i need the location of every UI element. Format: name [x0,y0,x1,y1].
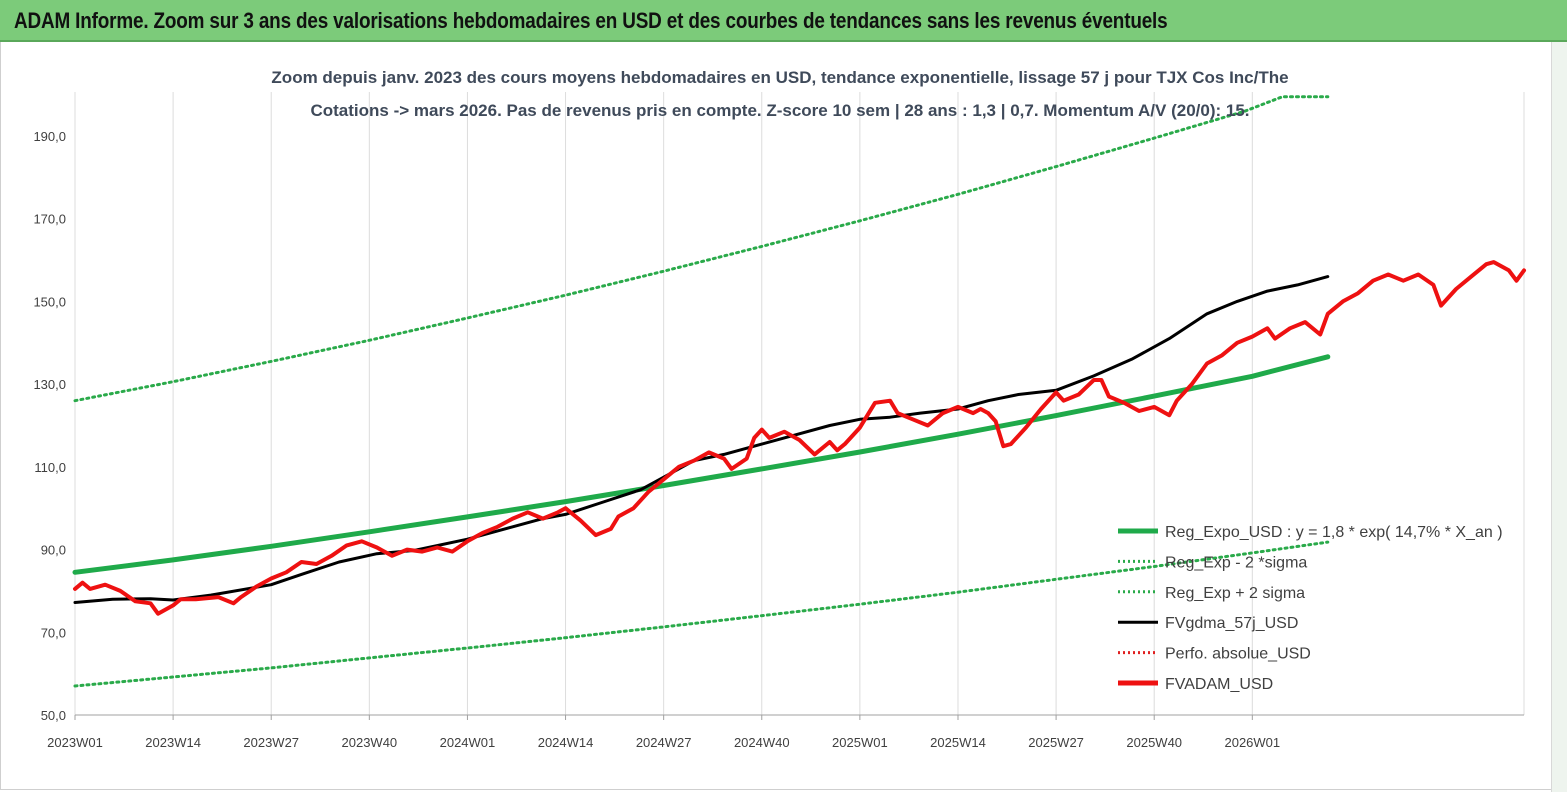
fvadam-line [73,260,1526,616]
y-tick-label: 170,0 [33,212,66,227]
scrollbar-track[interactable] [1551,42,1567,792]
legend-label: Reg_Expo_USD : y = 1,8 * exp( 14,7% * X_… [1165,524,1503,541]
chart-subtitle-line-1: Zoom depuis janv. 2023 des cours moyens … [271,68,1288,87]
y-tick-label: 130,0 [33,377,66,392]
chart-legend: Reg_Expo_USD : y = 1,8 * exp( 14,7% * X_… [1118,524,1503,693]
x-tick-label: 2025W40 [1126,735,1182,750]
x-tick-label: 2025W01 [832,735,888,750]
x-tick-label: 2024W01 [440,735,496,750]
legend-label: FVADAM_USD [1165,676,1273,693]
x-tick-label: 2023W27 [243,735,299,750]
x-axis-ticks: 2023W01 2023W14 2023W27 2023W40 2024W01 2024W… [47,715,1280,750]
x-tick-label: 2023W01 [47,735,103,750]
grid-lines [74,92,1525,715]
x-tick-label: 2025W14 [930,735,986,750]
x-tick-label: 2024W40 [734,735,790,750]
y-tick-label: 110,0 [34,460,66,475]
reg-expo-line [72,354,1331,575]
y-tick-label: 150,0 [33,294,66,309]
legend-label: Reg_Exp - 2 *sigma [1165,554,1307,571]
x-tick-label: 2023W40 [342,735,398,750]
y-tick-label: 90,0 [41,543,66,558]
y-tick-label: 190,0 [33,129,66,144]
x-tick-label: 2023W14 [145,735,201,750]
fvgdma-57j-line [73,275,1330,604]
series-lines [72,95,1526,688]
reg-plus-2sigma-line [73,95,1330,403]
x-tick-label: 2024W14 [538,735,594,750]
report-banner: ADAM Informe. Zoom sur 3 ans des valoris… [0,0,1567,42]
x-tick-label: 2025W27 [1028,735,1084,750]
report-title: ADAM Informe. Zoom sur 3 ans des valoris… [14,8,1168,33]
x-tick-label: 2024W27 [636,735,692,750]
y-axis-ticks: 50,0 70,0 90,0 110,0 130,0 150,0 170,0 190,0 [33,129,66,723]
reg-minus-2sigma-line [73,540,1330,688]
chart-subtitle-line-2: Cotations -> mars 2026. Pas de revenus p… [310,101,1249,120]
legend-label: Perfo. absolue_USD [1165,646,1311,663]
y-tick-label: 70,0 [41,625,66,640]
legend-label: Reg_Exp + 2 sigma [1165,585,1305,602]
x-tick-label: 2026W01 [1224,735,1280,750]
y-tick-label: 50,0 [41,708,66,723]
legend-label: FVgdma_57j_USD [1165,615,1298,632]
